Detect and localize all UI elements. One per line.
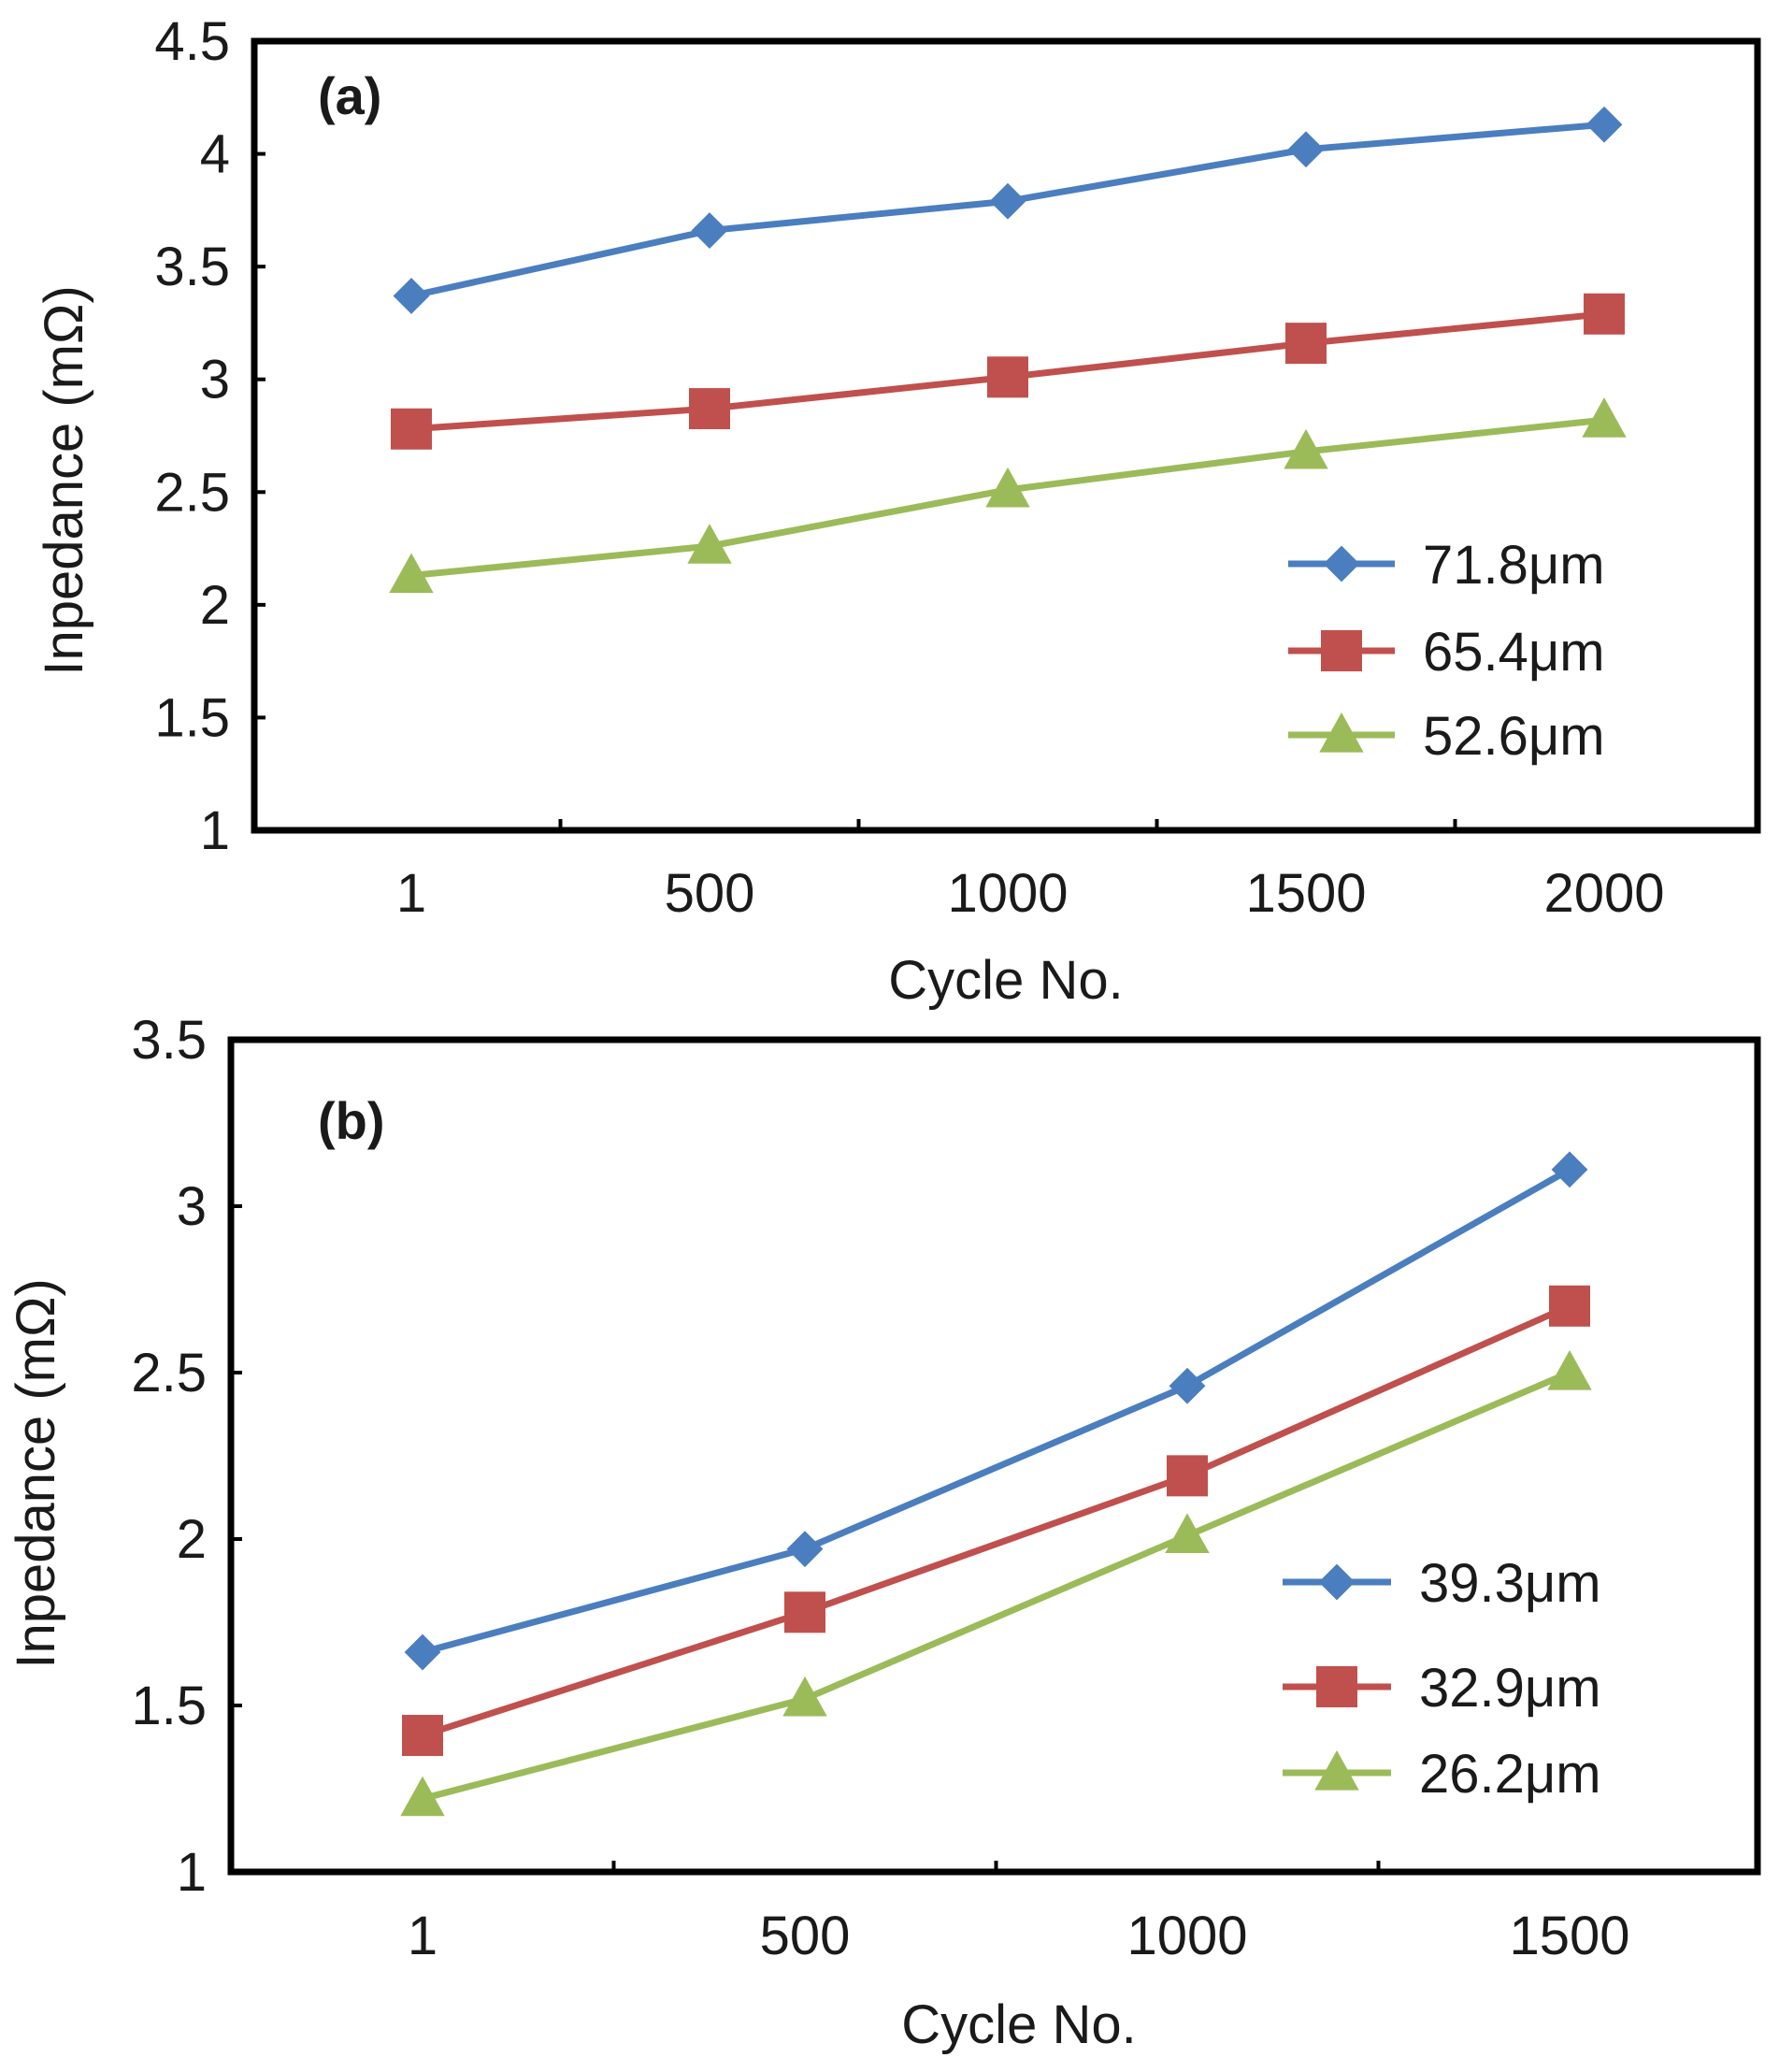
legend-marker — [1319, 712, 1364, 753]
panel-label: (b) — [318, 1091, 385, 1150]
panel-label: (a) — [318, 66, 381, 125]
y-tick-label: 3 — [200, 350, 230, 410]
data-point — [393, 278, 430, 314]
x-tick-label: 1 — [396, 863, 426, 924]
data-point — [400, 1776, 445, 1817]
y-tick-label: 2 — [200, 575, 230, 636]
data-point — [687, 524, 732, 564]
data-point — [989, 182, 1026, 220]
y-axis-title: Inpedance (mΩ) — [34, 285, 94, 675]
series-line — [422, 1369, 1571, 1803]
data-point — [1169, 1367, 1206, 1404]
data-point — [1584, 293, 1625, 335]
legend-marker — [1318, 1563, 1356, 1601]
x-tick-label: 1 — [408, 1906, 438, 1966]
y-tick-label: 3 — [177, 1176, 207, 1237]
legend-label: 39.3μm — [1419, 1553, 1601, 1614]
y-tick-label: 1 — [200, 800, 230, 861]
x-tick-label: 1500 — [1509, 1906, 1629, 1966]
plot-frame — [251, 37, 1761, 834]
x-tick-label: 1500 — [1245, 863, 1366, 924]
data-point — [391, 408, 432, 450]
legend-label: 52.6μm — [1423, 706, 1605, 767]
y-tick-label: 4.5 — [154, 11, 230, 72]
data-point — [1165, 1513, 1210, 1554]
legend-marker — [1316, 1666, 1357, 1707]
y-tick-label: 2 — [177, 1509, 207, 1570]
y-tick-label: 3.5 — [131, 1010, 207, 1071]
data-point — [402, 1715, 443, 1757]
series-line — [422, 1166, 1571, 1656]
y-tick-label: 1.5 — [154, 687, 230, 748]
y-tick-label: 2.5 — [131, 1343, 207, 1403]
data-point — [1167, 1455, 1208, 1497]
data-point — [1547, 1349, 1592, 1390]
data-point — [987, 356, 1028, 398]
x-axis-title: Cycle No. — [888, 950, 1123, 1011]
y-tick-label: 2.5 — [154, 462, 230, 523]
legend-marker — [1321, 630, 1362, 671]
data-point — [1585, 106, 1623, 143]
data-point — [404, 1633, 441, 1671]
x-tick-label: 2000 — [1543, 863, 1664, 924]
y-tick-label: 3.5 — [154, 237, 230, 297]
legend-marker — [1314, 1749, 1359, 1791]
data-point — [1582, 397, 1627, 438]
data-point — [1284, 428, 1328, 469]
data-point — [691, 212, 728, 249]
y-tick-label: 4 — [200, 124, 230, 185]
x-axis-title: Cycle No. — [901, 1994, 1136, 2055]
data-point — [1549, 1285, 1590, 1327]
x-tick-label: 1000 — [947, 863, 1068, 924]
legend-marker — [1323, 545, 1360, 583]
y-tick-label: 1.5 — [131, 1676, 207, 1736]
data-point — [784, 1591, 825, 1633]
data-point — [1285, 323, 1327, 365]
series-line — [421, 1302, 1571, 1739]
x-tick-label: 1000 — [1126, 1906, 1247, 1966]
x-tick-label: 500 — [665, 863, 755, 924]
data-point — [389, 553, 434, 594]
data-point — [689, 388, 730, 430]
legend-label: 26.2μm — [1419, 1744, 1601, 1805]
data-point — [1287, 131, 1325, 168]
data-point — [1551, 1151, 1588, 1188]
legend-label: 32.9μm — [1419, 1658, 1601, 1719]
y-axis-title: Inpedance (mΩ) — [6, 1278, 66, 1668]
legend-label: 65.4μm — [1423, 622, 1605, 683]
y-tick-label: 1 — [177, 1842, 207, 1903]
data-point — [786, 1531, 824, 1568]
data-point — [782, 1676, 827, 1717]
x-tick-label: 500 — [760, 1906, 851, 1966]
legend-label: 71.8μm — [1423, 535, 1605, 596]
data-point — [985, 467, 1030, 508]
